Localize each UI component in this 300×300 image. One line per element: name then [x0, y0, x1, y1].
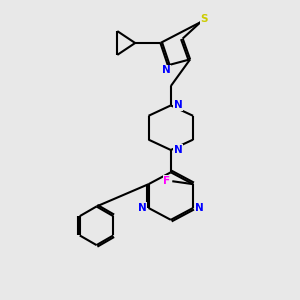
Text: N: N	[174, 145, 183, 155]
Text: N: N	[174, 100, 183, 110]
Text: N: N	[195, 203, 204, 213]
Text: N: N	[162, 65, 171, 75]
Text: F: F	[164, 176, 170, 186]
Text: S: S	[200, 14, 208, 24]
Text: N: N	[138, 203, 146, 213]
